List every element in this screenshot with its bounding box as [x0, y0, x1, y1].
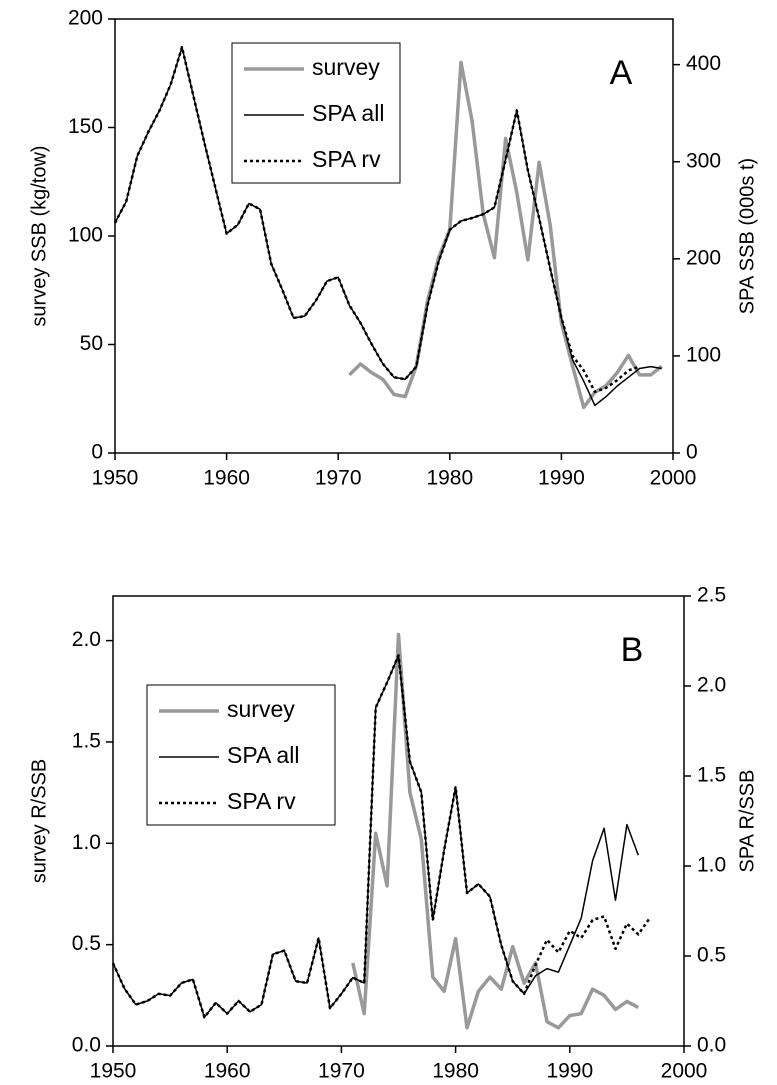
y-tick-label: 0.0 — [72, 1034, 101, 1057]
x-tick-label: 2000 — [650, 467, 697, 490]
x-tick-label: 1990 — [546, 1060, 593, 1083]
y2-tick-label: 200 — [686, 246, 721, 269]
y2-tick-label: 2.5 — [697, 584, 726, 607]
series-line — [113, 45, 640, 394]
x-tick-label: 1990 — [538, 467, 585, 490]
y2-tick-label: 2.0 — [697, 674, 726, 697]
y-tick-label: 150 — [68, 115, 103, 138]
y-axis-label: survey R/SSB — [28, 759, 50, 883]
legend-label: SPA all — [312, 100, 384, 126]
panel-label: B — [621, 631, 644, 669]
y2-tick-label: 300 — [686, 149, 721, 172]
x-tick-label: 1980 — [426, 467, 473, 490]
y2-tick-label: 100 — [686, 343, 721, 366]
legend-box — [146, 684, 336, 826]
x-tick-label: 1950 — [90, 1060, 137, 1083]
panel-label: A — [610, 54, 633, 92]
legend-label: SPA rv — [227, 788, 296, 814]
y2-tick-label: 0.0 — [697, 1034, 726, 1057]
y-tick-label: 1.5 — [72, 729, 101, 752]
legend-label: SPA all — [227, 742, 299, 768]
legend-label: survey — [227, 696, 295, 722]
x-tick-label: 1980 — [432, 1060, 479, 1083]
x-tick-label: 2000 — [661, 1060, 708, 1083]
y-tick-label: 0 — [91, 441, 103, 464]
y-axis-label: survey SSB (kg/tow) — [28, 145, 50, 326]
y-tick-label: 1.0 — [72, 831, 101, 854]
series-line — [348, 60, 663, 410]
plot-frame — [112, 595, 685, 1047]
x-tick-label: 1970 — [318, 1060, 365, 1083]
y2-tick-label: 0.5 — [697, 944, 726, 967]
x-tick-label: 1960 — [203, 467, 250, 490]
y-tick-label: 2.0 — [72, 628, 101, 651]
y2-tick-label: 0 — [686, 441, 698, 464]
y2-axis-label: SPA R/SSB — [736, 769, 758, 872]
legend-box — [231, 42, 401, 184]
y-tick-label: 0.5 — [72, 932, 101, 955]
x-tick-label: 1970 — [315, 467, 362, 490]
x-tick-label: 1950 — [92, 467, 139, 490]
legend-label: SPA rv — [312, 146, 381, 172]
y-tick-label: 200 — [68, 7, 103, 30]
y2-tick-label: 400 — [686, 52, 721, 75]
y2-tick-label: 1.0 — [697, 854, 726, 877]
series-line — [111, 654, 651, 1019]
legend-label: survey — [312, 54, 380, 80]
y2-axis-label: SPA SSB (000s t) — [736, 158, 758, 314]
y-tick-label: 50 — [80, 332, 103, 355]
y-tick-label: 100 — [68, 224, 103, 247]
series-line — [351, 632, 640, 1030]
y2-tick-label: 1.5 — [697, 764, 726, 787]
x-tick-label: 1960 — [204, 1060, 251, 1083]
